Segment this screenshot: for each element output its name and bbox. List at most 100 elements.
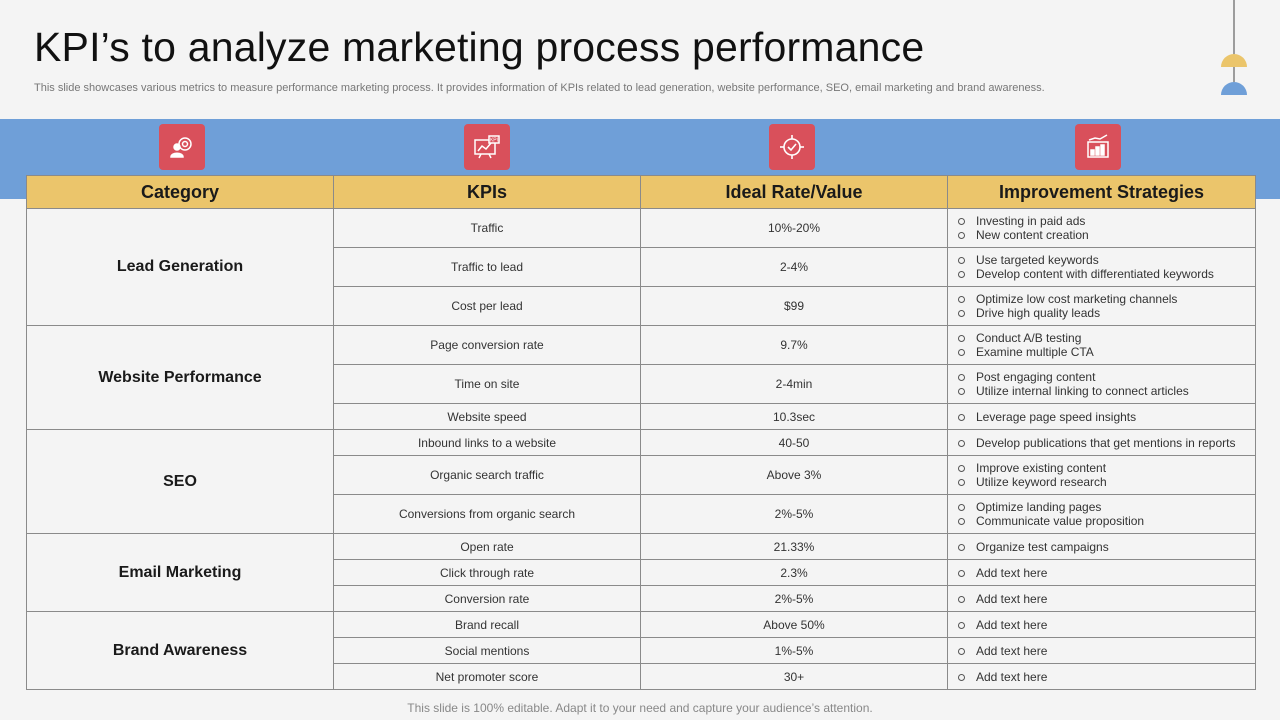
strategy-item: New content creation (956, 228, 1255, 242)
kpi-cell: Traffic to lead (333, 247, 641, 287)
slide-subtitle: This slide showcases various metrics to … (34, 82, 1045, 94)
ideal-value-cell: Above 50% (640, 611, 948, 638)
ideal-value-cell: $99 (640, 286, 948, 326)
header-kpis: KPIs (333, 175, 641, 209)
table-row: Conversions from organic search 2%-5% Opti… (27, 494, 1256, 534)
slide-title: KPI’s to analyze marketing process perfo… (34, 24, 925, 70)
ideal-value-cell: 9.7% (640, 325, 948, 365)
strategies-cell: Leverage page speed insights (947, 403, 1256, 430)
strategies-cell: Add text here (947, 559, 1256, 586)
strategy-list: Add text here (948, 644, 1255, 658)
ideal-value-cell: 2%-5% (640, 494, 948, 534)
table-row: Organic search traffic Above 3% Improve ex… (27, 455, 1256, 495)
strategy-list: Add text here (948, 566, 1255, 580)
strategy-item: Develop publications that get mentions i… (956, 436, 1255, 450)
header-ideal-rate: Ideal Rate/Value (640, 175, 948, 209)
header-category: Category (26, 175, 334, 209)
table-row: Website Performance Page conversion rate 9… (26, 325, 1256, 430)
strategy-item: Utilize internal linking to connect arti… (956, 384, 1255, 398)
strategy-item: Drive high quality leads (956, 306, 1255, 320)
strategy-item: Develop content with differentiated keyw… (956, 267, 1255, 281)
ideal-value-cell: 2-4% (640, 247, 948, 287)
kpi-cell: Brand recall (333, 611, 641, 638)
strategies-cell: Post engaging content Utilize internal li… (947, 364, 1256, 404)
strategy-list: Add text here (948, 670, 1255, 684)
strategy-list: Conduct A/B testing Examine multiple CTA (948, 331, 1255, 359)
kpi-cell: Conversions from organic search (333, 494, 641, 534)
strategy-item: Add text here (956, 592, 1255, 606)
strategy-item: Add text here (956, 644, 1255, 658)
kpi-cell: Social mentions (333, 637, 641, 664)
strategy-list: Improve existing content Utilize keyword … (948, 461, 1255, 489)
strategies-icon-box (1075, 124, 1121, 170)
header-strategies: Improvement Strategies (947, 175, 1256, 209)
kpi-cell: Net promoter score (333, 663, 641, 690)
category-cell: SEO (26, 429, 334, 534)
ideal-value-cell: 2-4min (640, 364, 948, 404)
kpi-cell: Website speed (333, 403, 641, 430)
table-row: Net promoter score 30+ Add text here (27, 663, 1256, 690)
strategies-cell: Optimize landing pages Communicate value … (947, 494, 1256, 534)
strategy-list: Develop publications that get mentions i… (948, 436, 1255, 450)
target-check-icon (780, 135, 804, 159)
category-cell: Lead Generation (26, 208, 334, 326)
strategy-list: Optimize low cost marketing channels Driv… (948, 292, 1255, 320)
strategy-item: Post engaging content (956, 370, 1255, 384)
strategy-list: Add text here (948, 618, 1255, 632)
strategy-item: Add text here (956, 670, 1255, 684)
table-header-row: Category KPIs Ideal Rate/Value Improveme… (26, 175, 1256, 209)
strategy-list: Post engaging content Utilize internal li… (948, 370, 1255, 398)
table-row: Traffic to lead 2-4% Use targeted keywords… (27, 247, 1256, 287)
ideal-value-cell: 30+ (640, 663, 948, 690)
table-row: Email Marketing Open rate 21.33% Organize t… (26, 533, 1256, 612)
kpi-cell: Conversion rate (333, 585, 641, 612)
table-row: Conversion rate 2%-5% Add text here (27, 585, 1256, 612)
strategies-cell: Improve existing content Utilize keyword … (947, 455, 1256, 495)
kpi-icon-box: KPI (464, 124, 510, 170)
strategy-list: Optimize landing pages Communicate value … (948, 500, 1255, 528)
ideal-value-cell: 10%-20% (640, 208, 948, 248)
strategy-item: Examine multiple CTA (956, 345, 1255, 359)
category-cell: Email Marketing (26, 533, 334, 612)
strategies-cell: Conduct A/B testing Examine multiple CTA (947, 325, 1256, 365)
kpi-cell: Open rate (333, 533, 641, 560)
kpi-cell: Organic search traffic (333, 455, 641, 495)
ideal-value-cell: Above 3% (640, 455, 948, 495)
kpi-cell: Time on site (333, 364, 641, 404)
kpi-cell: Traffic (333, 208, 641, 248)
strategy-item: Use targeted keywords (956, 253, 1255, 267)
growth-chart-icon (1087, 134, 1109, 158)
svg-text:KPI: KPI (490, 138, 498, 144)
strategy-list: Use targeted keywords Develop content wit… (948, 253, 1255, 281)
ideal-value-cell: 10.3sec (640, 403, 948, 430)
strategies-cell: Add text here (947, 663, 1256, 690)
strategy-item: Leverage page speed insights (956, 410, 1255, 424)
strategy-item: Organize test campaigns (956, 540, 1255, 554)
kpi-table: Category KPIs Ideal Rate/Value Improveme… (26, 175, 1256, 690)
strategy-item: Communicate value proposition (956, 514, 1255, 528)
kpi-cell: Click through rate (333, 559, 641, 586)
table-row: Brand Awareness Brand recall Above 50% Add … (26, 611, 1256, 690)
strategy-item: Add text here (956, 618, 1255, 632)
ideal-value-cell: 21.33% (640, 533, 948, 560)
strategy-item: Investing in paid ads (956, 214, 1255, 228)
strategy-item: Utilize keyword research (956, 475, 1255, 489)
kpi-cell: Page conversion rate (333, 325, 641, 365)
ideal-rate-icon-box (769, 124, 815, 170)
strategies-cell: Add text here (947, 637, 1256, 664)
kpi-presentation-icon: KPI (474, 135, 500, 159)
ideal-value-cell: 2.3% (640, 559, 948, 586)
strategy-list: Investing in paid ads New content creatio… (948, 214, 1255, 242)
lead-generation-icon-box (159, 124, 205, 170)
strategies-cell: Organize test campaigns (947, 533, 1256, 560)
strategies-cell: Use targeted keywords Develop content wit… (947, 247, 1256, 287)
strategy-list: Add text here (948, 592, 1255, 606)
team-target-icon (170, 137, 192, 158)
strategies-cell: Optimize low cost marketing channels Driv… (947, 286, 1256, 326)
strategies-cell: Investing in paid ads New content creatio… (947, 208, 1256, 248)
ideal-value-cell: 1%-5% (640, 637, 948, 664)
table-row: Time on site 2-4min Post engaging content U… (27, 364, 1256, 404)
strategy-item: Improve existing content (956, 461, 1255, 475)
table-row: Website speed 10.3sec Leverage page speed … (27, 403, 1256, 430)
ideal-value-cell: 2%-5% (640, 585, 948, 612)
